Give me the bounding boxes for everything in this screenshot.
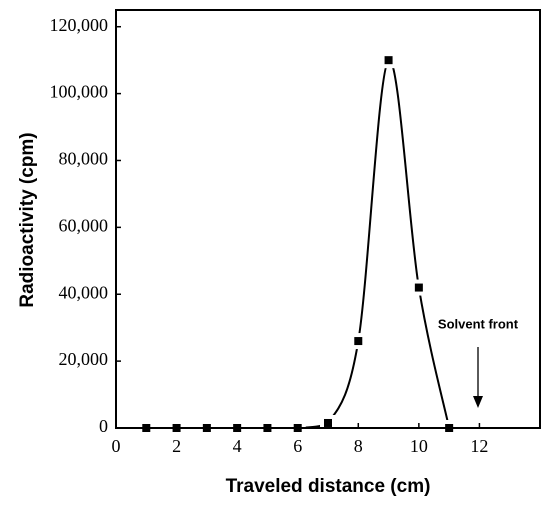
y-tick-label: 60,000 xyxy=(59,215,109,235)
y-tick-label: 80,000 xyxy=(59,149,109,169)
marker xyxy=(414,283,423,292)
y-tick-label: 120,000 xyxy=(50,15,109,35)
y-tick-label: 20,000 xyxy=(59,349,109,369)
x-tick-label: 8 xyxy=(354,436,363,456)
y-axis-label: Radioactivity (cpm) xyxy=(17,132,38,307)
marker xyxy=(324,418,332,427)
x-tick-label: 6 xyxy=(293,436,302,456)
x-tick-label: 2 xyxy=(172,436,181,456)
y-tick-label: 0 xyxy=(99,416,108,436)
marker xyxy=(384,56,393,65)
plot-frame xyxy=(115,9,541,429)
x-tick-label: 12 xyxy=(470,436,488,456)
x-tick-label: 10 xyxy=(410,436,428,456)
y-tick-label: 40,000 xyxy=(59,282,109,302)
y-tick-label: 100,000 xyxy=(50,82,109,102)
annotation: Solvent front xyxy=(438,316,519,331)
curve xyxy=(146,59,451,429)
marker xyxy=(354,337,363,346)
x-tick-label: 0 xyxy=(112,436,121,456)
annotation-arrowhead xyxy=(473,396,483,408)
x-tick-label: 4 xyxy=(233,436,242,456)
x-axis-label: Traveled distance (cm) xyxy=(226,476,431,497)
